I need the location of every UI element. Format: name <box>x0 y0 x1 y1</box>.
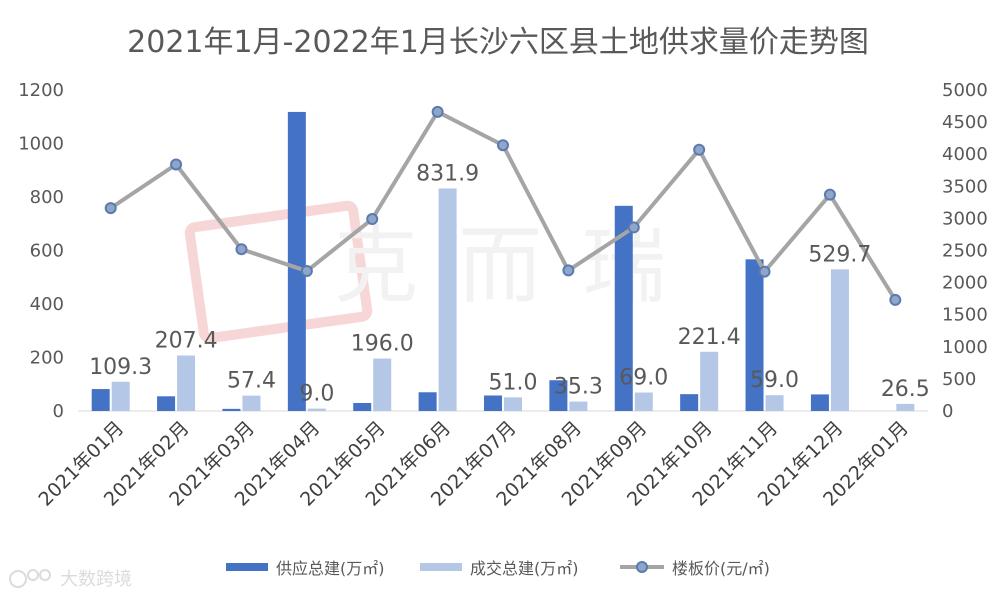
data-label-deal: 26.5 <box>881 377 930 402</box>
legend: 供应总建(万㎡) 成交总建(万㎡) 楼板价(元/㎡) <box>226 559 770 578</box>
data-label-deal: 51.0 <box>489 370 538 395</box>
y-left-tick-label: 800 <box>30 187 64 208</box>
data-label-deal: 35.3 <box>554 375 603 400</box>
data-label-deal: 196.0 <box>351 332 414 357</box>
y-right-tick-label: 4000 <box>942 144 988 165</box>
bar-supply <box>745 259 764 411</box>
y-left-tick-label: 200 <box>30 348 64 369</box>
data-label-deal: 221.4 <box>678 325 741 350</box>
y-right-tick-label: 5000 <box>942 80 988 101</box>
data-label-deal: 69.0 <box>619 366 668 391</box>
bar-deal <box>700 351 719 411</box>
price-marker <box>497 139 509 152</box>
data-label-deal: 9.0 <box>299 382 334 407</box>
source-watermark: 大数跨境 <box>9 569 132 590</box>
y-right-tick-label: 0 <box>942 401 953 422</box>
data-label-deal: 831.9 <box>416 161 479 186</box>
bar-deal <box>896 403 915 411</box>
axes: 0 200 400 600 800 1000 1200 0 500 1000 1500 2000 250… <box>18 80 988 422</box>
data-label-deal: 529.7 <box>808 242 871 267</box>
bar-supply <box>680 394 699 411</box>
price-marker <box>104 202 117 215</box>
y-right-tick-label: 4500 <box>942 112 988 133</box>
bar-deal <box>111 381 130 411</box>
price-marker <box>431 105 444 118</box>
bar-supply <box>549 380 568 411</box>
price-marker <box>235 243 248 256</box>
chart-title: 2021年1月-2022年1月长沙六区县土地供求量价走势图 <box>127 25 869 60</box>
legend-label-supply: 供应总建(万㎡) <box>276 559 385 578</box>
y-left-tick-label: 0 <box>53 401 64 422</box>
legend-swatch-deal <box>420 563 462 571</box>
y-left-tick-label: 1000 <box>18 134 64 155</box>
bar-supply <box>222 408 241 411</box>
y-right-tick-label: 1000 <box>942 337 988 358</box>
y-right-tick-label: 2500 <box>942 241 988 262</box>
source-watermark-text: 大数跨境 <box>60 569 132 590</box>
price-marker <box>300 265 313 278</box>
bar-supply <box>353 402 372 411</box>
legend-swatch-supply <box>226 563 268 571</box>
price-marker <box>758 265 771 278</box>
data-label-deal: 57.4 <box>227 369 276 394</box>
price-marker <box>627 221 640 234</box>
watermark-stamp-text: 克而瑞 <box>334 217 706 315</box>
bar-deal <box>177 355 196 411</box>
data-label-deal: 109.3 <box>89 355 152 380</box>
y-right-tick-label: 1500 <box>942 305 988 326</box>
price-marker <box>889 293 902 306</box>
bar-deal <box>634 392 653 411</box>
price-line <box>104 105 902 306</box>
bar-supply <box>287 111 306 411</box>
bar-deal <box>504 397 522 411</box>
legend-label-price: 楼板价(元/㎡) <box>672 559 770 578</box>
y-right-tick-label: 2000 <box>942 273 988 294</box>
price-marker <box>366 213 379 226</box>
y-right-tick-label: 500 <box>942 369 976 390</box>
y-left-tick-label: 400 <box>30 294 64 315</box>
watermark-stamp: 克而瑞 <box>184 200 706 344</box>
data-label-deal: 207.4 <box>155 329 218 354</box>
bar-deal <box>830 269 849 411</box>
bar-deal <box>307 408 326 411</box>
data-label-deal: 59.0 <box>750 368 799 393</box>
bar-deal <box>242 395 261 411</box>
price-marker <box>823 188 836 201</box>
bar-deal <box>438 188 457 411</box>
bar-supply <box>484 395 502 411</box>
x-tick-labels: 2021年01月2021年02月2021年03月2021年04月2021年05月… <box>35 417 913 511</box>
y-left-tick-label: 1200 <box>18 80 64 101</box>
price-marker <box>170 158 183 171</box>
bar-deal <box>765 395 784 411</box>
bar-deal <box>373 358 392 411</box>
bar-supply <box>91 389 110 411</box>
y-right-tick-label: 3000 <box>942 208 988 229</box>
bar-supply <box>810 394 829 411</box>
bar-deal <box>569 401 588 411</box>
legend-label-deal: 成交总建(万㎡) <box>470 559 579 578</box>
bar-supply <box>418 392 437 411</box>
source-logo-icon <box>9 570 27 588</box>
bars <box>91 111 915 411</box>
y-right-tick-label: 3500 <box>942 176 988 197</box>
price-marker <box>562 264 575 277</box>
legend-marker-price <box>636 561 648 573</box>
bar-supply <box>157 396 176 411</box>
y-left-tick-label: 600 <box>30 241 64 262</box>
bar-supply <box>614 205 633 411</box>
price-marker <box>693 143 706 156</box>
